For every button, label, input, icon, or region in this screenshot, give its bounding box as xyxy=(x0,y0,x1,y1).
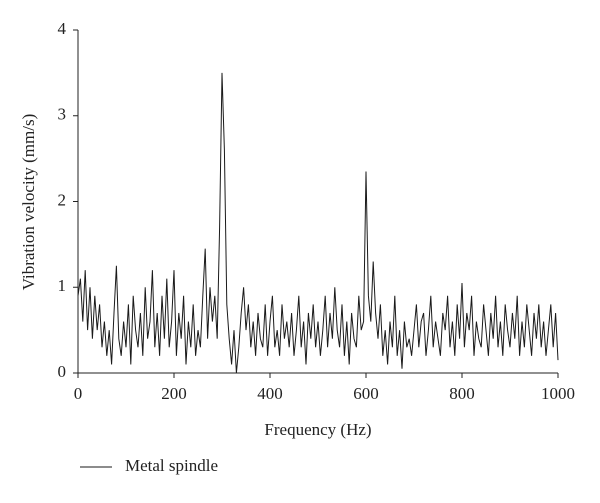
x-tick-label: 600 xyxy=(353,384,379,403)
y-tick-label: 3 xyxy=(58,105,67,124)
y-axis-label: Vibration velocity (mm/s) xyxy=(19,114,38,291)
y-tick-label: 2 xyxy=(58,190,67,209)
x-axis-label: Frequency (Hz) xyxy=(264,420,371,439)
x-tick-label: 800 xyxy=(449,384,475,403)
legend-label: Metal spindle xyxy=(125,456,218,475)
series-line xyxy=(77,72,559,374)
y-tick-label: 4 xyxy=(58,19,67,38)
x-tick-label: 400 xyxy=(257,384,283,403)
y-tick-label: 0 xyxy=(58,362,67,381)
y-tick-label: 1 xyxy=(58,276,67,295)
x-tick-label: 0 xyxy=(74,384,83,403)
x-tick-label: 200 xyxy=(161,384,187,403)
x-tick-label: 1000 xyxy=(541,384,575,403)
